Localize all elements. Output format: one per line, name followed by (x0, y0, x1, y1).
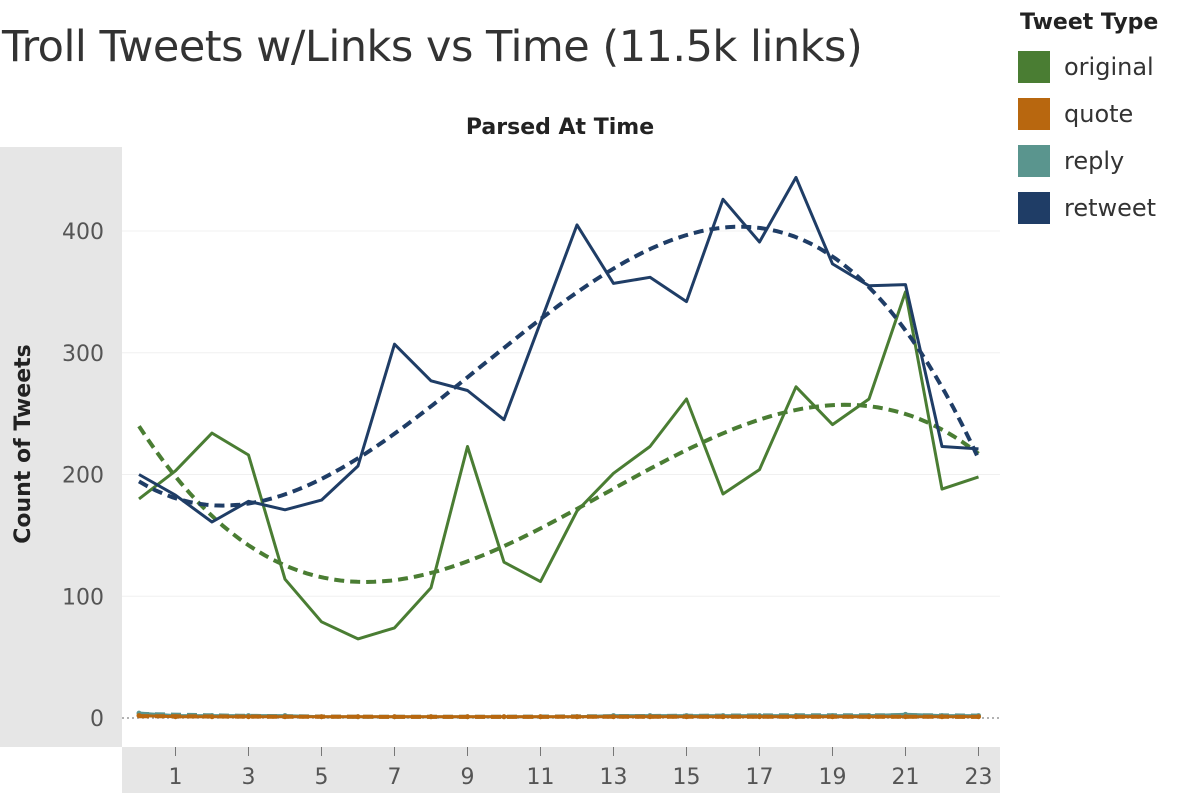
legend-item-retweet[interactable]: retweet (1018, 184, 1198, 231)
legend-item-original[interactable]: original (1018, 43, 1198, 90)
data-point-quote (246, 714, 251, 720)
line-chart: Parsed At Time Count of Tweets 010020030… (0, 115, 1000, 793)
data-point-quote (538, 714, 543, 720)
data-point-quote (173, 714, 178, 720)
data-point-quote (757, 714, 762, 720)
y-tick-label: 0 (90, 707, 104, 732)
data-point-quote (355, 714, 361, 720)
x-tick-label: 9 (461, 765, 475, 790)
data-point-quote (793, 714, 799, 720)
legend-title: Tweet Type (1020, 10, 1159, 35)
legend-swatch (1018, 191, 1050, 224)
data-point-quote (684, 714, 689, 720)
data-point-quote (903, 714, 908, 720)
x-tick-label: 17 (746, 765, 774, 790)
chart-title: Troll Tweets w/Links vs Time (11.5k link… (2, 22, 863, 72)
x-axis-band (122, 747, 1000, 793)
y-tick-label: 300 (62, 342, 104, 367)
series-line-original (138, 290, 979, 641)
legend-label: original (1064, 52, 1154, 81)
x-tick-label: 13 (600, 765, 628, 790)
legend-label: reply (1064, 146, 1125, 175)
series-layer (136, 175, 981, 720)
data-point-quote (392, 714, 397, 720)
y-tick-labels: 0 100 200 300 400 (62, 220, 104, 732)
x-tick-label: 1 (169, 765, 183, 790)
data-point-quote (428, 714, 434, 720)
legend-items: original quote reply retweet (1018, 43, 1198, 231)
data-point-quote (866, 714, 872, 720)
data-point-quote (976, 714, 981, 720)
x-tick-label: 19 (819, 765, 847, 790)
series-line-retweet (138, 175, 979, 524)
data-point-quote (647, 714, 653, 720)
x-tick-label: 11 (527, 765, 555, 790)
data-point-quote (939, 714, 945, 720)
x-tick-labels: 1 3 5 7 9 11 13 15 17 19 21 23 (169, 747, 993, 790)
data-point-quote (720, 714, 726, 720)
legend-swatch (1018, 50, 1050, 83)
x-tick-label: 21 (892, 765, 920, 790)
data-point-quote (465, 714, 470, 720)
x-tick-label: 7 (388, 765, 402, 790)
data-point-quote (136, 713, 142, 719)
legend-swatch (1018, 97, 1050, 130)
trend-line-original (137, 402, 980, 585)
legend-label: retweet (1064, 193, 1157, 222)
data-point-quote (501, 714, 507, 720)
x-tick-label: 3 (242, 765, 256, 790)
trend-line-quote (139, 714, 979, 719)
x-axis-title: Parsed At Time (466, 115, 654, 140)
legend-label: quote (1064, 99, 1134, 128)
y-tick-label: 100 (62, 585, 104, 610)
legend-item-quote[interactable]: quote (1018, 90, 1198, 137)
legend: Tweet Type original quote reply retweet (1018, 10, 1198, 231)
x-tick-label: 5 (315, 765, 329, 790)
data-point-quote (611, 714, 616, 720)
legend-item-reply[interactable]: reply (1018, 137, 1198, 184)
data-point-quote (574, 714, 580, 720)
y-axis-title: Count of Tweets (11, 344, 36, 543)
data-point-quote (209, 714, 215, 720)
data-point-quote (319, 714, 324, 720)
y-tick-label: 400 (62, 220, 104, 245)
legend-swatch (1018, 144, 1050, 177)
y-tick-label: 200 (62, 464, 104, 489)
trend-line-retweet (138, 224, 981, 508)
x-tick-label: 23 (965, 765, 993, 790)
data-point-quote (830, 714, 835, 720)
data-point-quote (282, 714, 288, 720)
x-tick-label: 15 (673, 765, 701, 790)
y-axis-band (0, 147, 122, 747)
